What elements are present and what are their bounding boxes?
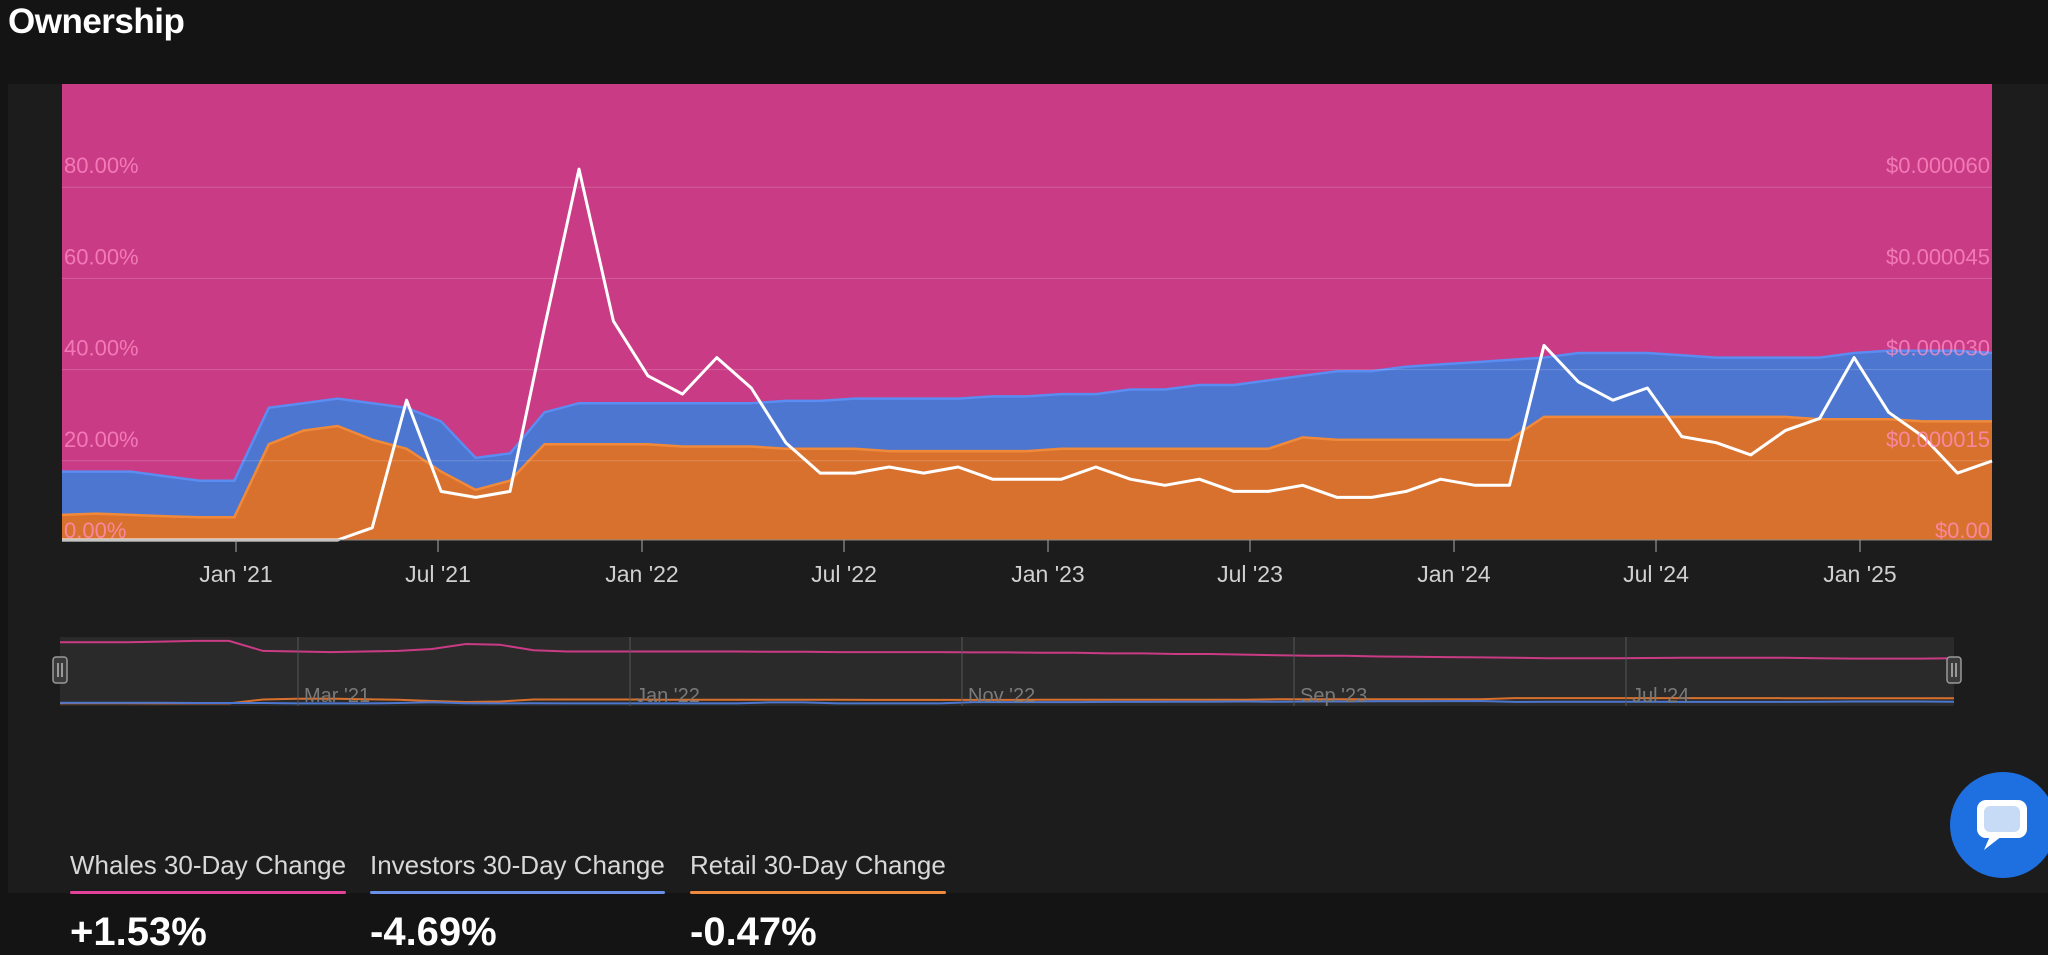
retail-line [61, 415, 1992, 519]
x-tick-label: Jan '23 [1011, 561, 1084, 587]
stat-whales: Whales 30-Day Change +1.53% [70, 850, 347, 955]
right-axis-tick-label: $0.000030 [1886, 336, 1990, 361]
left-axis-tick-label: 80.00% [64, 153, 139, 178]
x-tick-label: Jul '23 [1217, 561, 1283, 587]
chart-panel: 0.00% 20.00% 40.00% 60.00% 80.00% $0.00 $0.000… [8, 84, 2048, 954]
stat-value: -0.47% [690, 910, 817, 954]
navigator-tick-label: Mar '21 [304, 685, 370, 707]
navigator-tick-label: Jul '24 [1632, 685, 1689, 707]
navigator-tick-label: Jan '22 [636, 685, 700, 707]
navigator-tick-label: Sep '23 [1300, 685, 1367, 707]
x-tick-label: Jan '25 [1823, 561, 1896, 587]
stat-label: Whales 30-Day Change [70, 850, 347, 880]
chat-button[interactable] [1950, 772, 2048, 878]
stat-label: Retail 30-Day Change [690, 850, 946, 880]
left-axis-tick-label: 0.00% [64, 518, 126, 543]
navigator-left-handle[interactable] [52, 656, 68, 684]
left-axis-tick-label: 20.00% [64, 427, 139, 452]
stat-investors: Investors 30-Day Change -4.69% [370, 850, 665, 955]
navigator-whales-line [60, 639, 1955, 660]
stat-value: +1.53% [70, 910, 207, 954]
right-axis-tick-label: $0.000045 [1886, 244, 1990, 269]
navigator-tick-label: Nov '22 [968, 685, 1035, 707]
x-tick-label: Jan '24 [1417, 561, 1491, 587]
chat-bubble-icon [1977, 800, 2027, 850]
investors-line [62, 349, 1993, 482]
ownership-chart: 0.00% 20.00% 40.00% 60.00% 80.00% $0.00 $0.000… [52, 84, 1993, 707]
right-axis-tick-label: $0.000015 [1886, 427, 1990, 452]
x-tick-label: Jul '24 [1623, 561, 1689, 587]
stat-value: -4.69% [370, 910, 497, 954]
navigator-retail-line [59, 697, 1954, 705]
x-tick-label: Jan '21 [199, 561, 272, 587]
right-axis-tick-label: $0.00 [1935, 518, 1990, 543]
navigator-right-handle[interactable] [1946, 656, 1962, 684]
price-line [62, 167, 1993, 542]
page-title: Ownership [8, 2, 185, 41]
right-axis-tick-label: $0.000060 [1886, 153, 1990, 178]
navigator-background [60, 637, 1954, 706]
left-axis-tick-label: 60.00% [64, 244, 139, 269]
stat-retail: Retail 30-Day Change -0.47% [690, 850, 946, 955]
left-axis-tick-label: 40.00% [64, 336, 139, 361]
x-tick-label: Jul '22 [811, 561, 877, 587]
x-tick-label: Jul '21 [405, 561, 471, 587]
navigator-investors-line [60, 699, 1955, 705]
x-tick-label: Jan '22 [605, 561, 678, 587]
stat-label: Investors 30-Day Change [370, 850, 665, 880]
